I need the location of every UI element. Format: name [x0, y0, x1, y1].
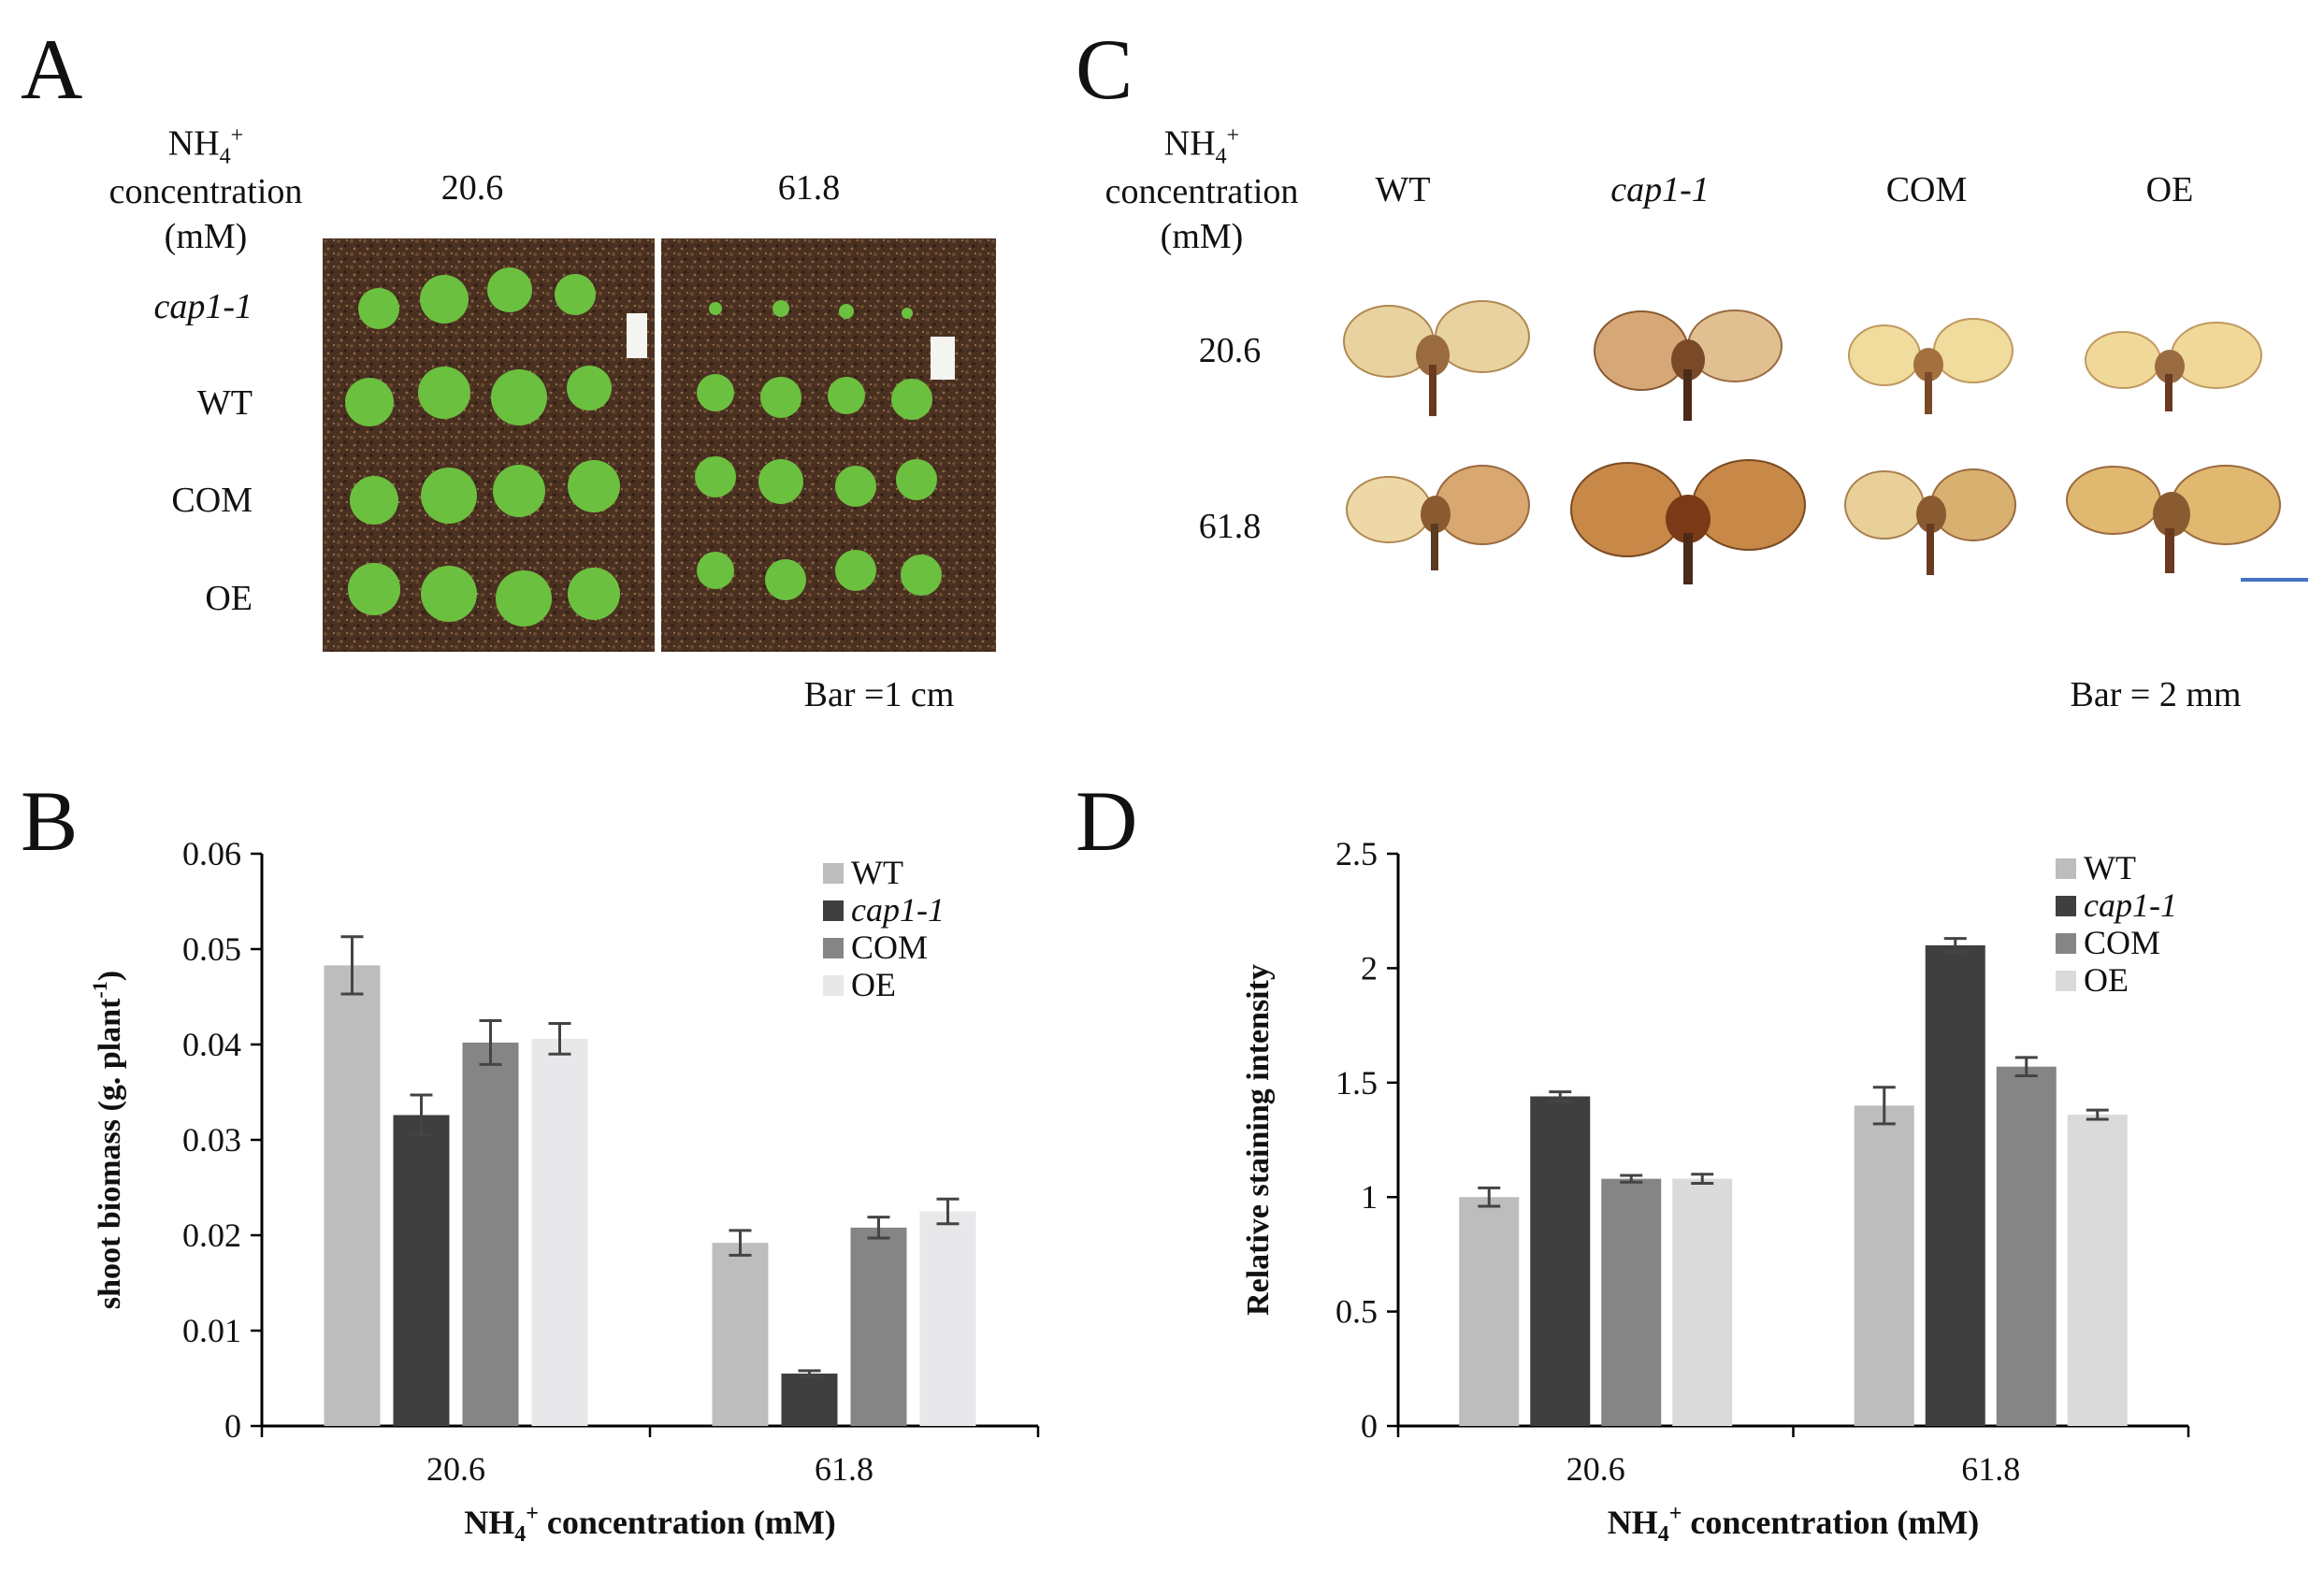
panel-c-header-unit: (mM)	[1160, 216, 1244, 256]
panel-c-row-header: NH4+ concentration (mM)	[1080, 122, 1323, 259]
y-tick-label: 0.06	[182, 835, 241, 872]
legend-label: WT	[2084, 849, 2136, 886]
panel-a-letter: A	[21, 22, 83, 117]
panel-a-row-label: COM	[171, 481, 253, 520]
legend-label: cap1-1	[851, 891, 945, 929]
y-tick-label: 2.5	[1335, 835, 1378, 872]
panel-a-header-sup: +	[230, 123, 244, 148]
panel-a-row-label: cap1-1	[153, 287, 253, 326]
legend-label: COM	[851, 929, 928, 966]
panel-c-col-label: COM	[1885, 170, 1968, 209]
panel-c-col-label: cap1-1	[1610, 170, 1710, 209]
panel-c-col-label: OE	[2145, 170, 2194, 209]
y-axis-label: Relative staining intensity	[1241, 964, 1276, 1316]
x-tick-label: 20.6	[426, 1450, 485, 1488]
legend-swatch	[2056, 971, 2076, 991]
bar-COM-61.8	[1996, 1066, 2057, 1426]
panel-c-letter: C	[1075, 22, 1133, 117]
panel-c-row-label: 20.6	[1198, 331, 1262, 370]
panel-a-row-label: WT	[196, 383, 253, 423]
y-axis-label: shoot biomass (g. plant-1)	[88, 971, 127, 1309]
legend-swatch	[823, 900, 844, 921]
bar-OE-20.6	[531, 1038, 588, 1426]
y-tick-label: 0	[224, 1407, 241, 1445]
panel-c-header-concentration: concentration	[1104, 172, 1299, 212]
seedling	[1844, 468, 2016, 575]
panel-c-seedling-photos	[1343, 300, 2308, 584]
panel-a-scale-bar-label: Bar =1 cm	[803, 675, 955, 714]
seedling	[1848, 318, 2014, 414]
panel-b-chart: 0 0.01 0.02 0.03 0.04 0.05 0.06 20.6 61.8 WTcap1-…	[88, 835, 1040, 1547]
legend-swatch	[2056, 858, 2076, 879]
legend-swatch	[823, 863, 844, 884]
panel-c-header-nh: NH	[1163, 123, 1216, 164]
bar-cap1-1-20.6	[393, 1115, 450, 1426]
panel-c-header-sub: 4	[1215, 144, 1227, 169]
bar-cap1-1-20.6	[1530, 1096, 1591, 1426]
panel-a-row-label: OE	[205, 579, 253, 618]
legend-swatch	[2056, 896, 2076, 916]
panel-a-plate-photo	[323, 238, 996, 652]
seedling	[1570, 459, 1806, 584]
legend-swatch	[2056, 933, 2076, 954]
plate-right-plants	[695, 300, 942, 600]
panel-c-header-sup: +	[1226, 123, 1240, 148]
seedling	[1343, 300, 1530, 416]
panel-c-col-label: WT	[1375, 170, 1431, 209]
legend-swatch	[823, 975, 844, 996]
panel-a-row-header: NH4+ concentration (mM)	[84, 122, 327, 259]
bar-OE-20.6	[1672, 1178, 1733, 1426]
panel-a-col-label: 20.6	[440, 168, 504, 208]
seedling	[1346, 465, 1530, 570]
x-tick-label: 20.6	[1566, 1450, 1625, 1488]
panel-a-header-concentration: concentration	[108, 172, 303, 212]
y-tick-label: 0.04	[182, 1026, 241, 1063]
legend-label: WT	[851, 854, 903, 891]
y-tick-label: 1	[1361, 1178, 1378, 1216]
legend-label: OE	[2084, 961, 2129, 999]
panel-d-letter: D	[1075, 773, 1138, 869]
y-tick-label: 1.5	[1335, 1064, 1378, 1102]
x-tick-label: 61.8	[1961, 1450, 2020, 1488]
y-tick-label: 0.5	[1335, 1293, 1378, 1331]
bar-WT-20.6	[1459, 1197, 1520, 1426]
y-tick-label: 0.02	[182, 1217, 241, 1254]
bar-COM-20.6	[462, 1042, 519, 1426]
y-tick-label: 0.01	[182, 1312, 241, 1349]
panel-c-row-label: 61.8	[1198, 507, 1262, 546]
panel-c-scale-bar	[2241, 578, 2308, 582]
legend-label: OE	[851, 966, 896, 1003]
bar-cap1-1-61.8	[1925, 944, 1985, 1426]
bar-COM-61.8	[850, 1227, 907, 1426]
bar-OE-61.8	[919, 1211, 976, 1426]
legend-label: COM	[2084, 924, 2160, 961]
seedling	[1594, 310, 1783, 421]
plate-left-plants	[345, 267, 620, 627]
y-tick-label: 0	[1361, 1407, 1378, 1445]
legend-label: cap1-1	[2084, 886, 2177, 924]
y-tick-label: 2	[1361, 949, 1378, 987]
bar-WT-61.8	[1854, 1105, 1914, 1426]
seedling	[2085, 322, 2262, 411]
x-tick-label: 61.8	[815, 1450, 873, 1488]
panel-a-header-nh: NH	[167, 123, 220, 164]
bar-COM-20.6	[1601, 1178, 1662, 1426]
panel-c-scale-bar-label: Bar = 2 mm	[2070, 675, 2242, 714]
y-tick-label: 0.03	[182, 1121, 241, 1159]
x-axis-label: NH4+ concentration (mM)	[464, 1502, 836, 1547]
panel-a-col-label: 61.8	[777, 168, 841, 208]
panel-a-header-sub: 4	[219, 144, 231, 169]
plate-right	[661, 238, 996, 652]
bar-OE-61.8	[2067, 1115, 2128, 1426]
panel-b-letter: B	[21, 773, 79, 869]
panel-a-header-unit: (mM)	[164, 216, 248, 256]
x-axis-label: NH4+ concentration (mM)	[1608, 1502, 1980, 1547]
seedling	[2066, 465, 2281, 573]
bar-cap1-1-61.8	[781, 1373, 838, 1426]
legend-swatch	[823, 938, 844, 958]
bar-WT-20.6	[324, 965, 381, 1426]
bar-WT-61.8	[712, 1243, 769, 1426]
y-tick-label: 0.05	[182, 930, 241, 968]
